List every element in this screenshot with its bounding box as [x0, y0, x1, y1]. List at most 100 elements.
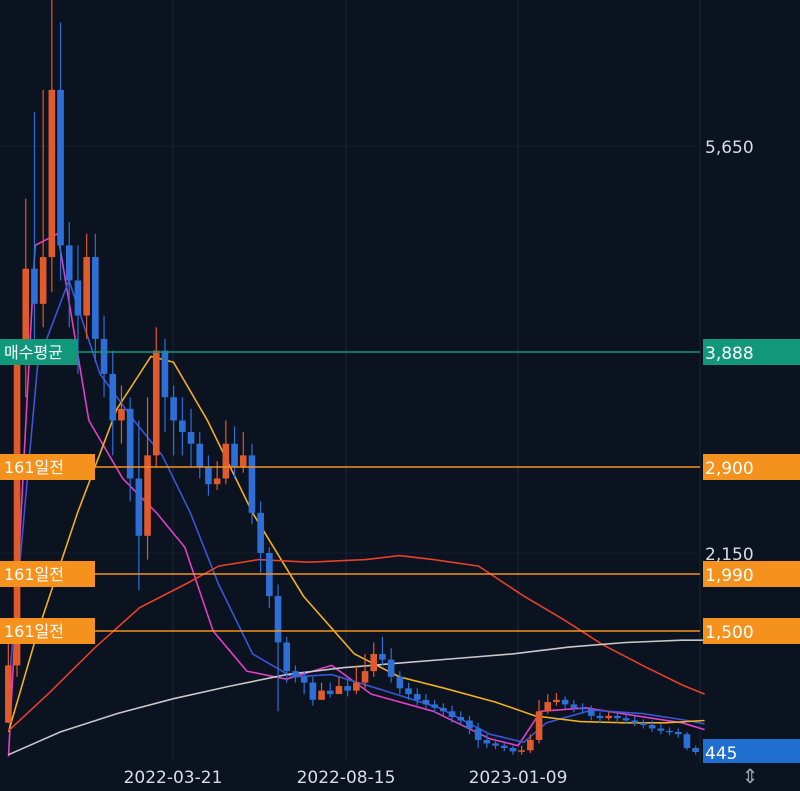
price-value-tag	[703, 339, 800, 365]
candle	[683, 731, 691, 751]
candle	[405, 682, 412, 700]
candle	[170, 385, 177, 456]
candle-body	[561, 699, 569, 705]
candle-body	[118, 408, 125, 421]
price-line-label-tag	[0, 454, 95, 480]
candle	[335, 676, 343, 695]
price-value: 1,500	[705, 623, 754, 643]
candle-body	[344, 686, 351, 691]
price-line-label-tag	[0, 618, 95, 644]
candle-body	[448, 711, 456, 718]
price-value: 1,990	[705, 566, 754, 586]
ma-line-5	[8, 639, 705, 756]
candle	[448, 705, 456, 723]
price-value: 2,900	[705, 459, 754, 479]
candle-body	[440, 707, 447, 712]
candle	[379, 636, 386, 666]
candle	[674, 728, 682, 738]
candle-body	[535, 711, 543, 740]
ma-line-3	[7, 355, 705, 733]
candle-body	[666, 730, 673, 733]
price-lines: 매수평균 3,888 161일전 2,900 161일전 1,990 161일전 1,500 4…	[0, 339, 800, 765]
candle-body	[474, 728, 482, 740]
price-line-label: 161일전	[4, 458, 64, 477]
candle-body	[370, 653, 378, 672]
candle-body	[239, 455, 247, 467]
candle	[222, 420, 230, 485]
candle	[500, 742, 508, 752]
x-tick-label: 2023-01-09	[469, 768, 568, 788]
candle	[257, 501, 264, 573]
candle-body	[466, 720, 473, 729]
candle	[605, 711, 612, 721]
candle-body	[152, 350, 160, 456]
candle	[266, 547, 273, 608]
candle	[48, 0, 56, 293]
candle	[466, 715, 473, 735]
candle	[631, 715, 639, 727]
candle	[492, 738, 499, 750]
ma-line-2	[7, 278, 705, 744]
candle-body	[213, 478, 221, 485]
candle	[65, 221, 73, 328]
price-line-label: 매수평균	[4, 343, 63, 362]
candle	[144, 397, 151, 560]
candle	[161, 338, 169, 433]
candle	[248, 443, 256, 525]
candle-body	[622, 718, 630, 721]
candle-body	[92, 257, 99, 339]
candle-body	[527, 739, 534, 751]
candle	[579, 703, 586, 714]
candle	[596, 712, 604, 723]
candle	[318, 682, 325, 700]
candle-body	[596, 715, 604, 719]
candle	[535, 699, 543, 744]
price-value-tag	[703, 618, 800, 644]
candle-body	[640, 722, 647, 726]
candle-body	[248, 455, 256, 513]
candle	[527, 734, 534, 753]
candle-body	[457, 717, 465, 721]
candle-body	[283, 642, 291, 672]
candle-body	[509, 747, 517, 752]
price-line-label: 161일전	[4, 622, 64, 641]
candle-body	[300, 676, 308, 683]
candle-body	[353, 682, 360, 691]
candle-body	[492, 743, 499, 746]
candle	[152, 327, 160, 467]
candle-body	[179, 420, 186, 433]
candle-body	[657, 728, 665, 731]
candle	[483, 734, 491, 748]
candle-body	[396, 676, 404, 689]
candle-body	[205, 467, 212, 485]
candle-body	[614, 715, 621, 719]
candle-body	[683, 734, 691, 748]
candle-body	[65, 245, 73, 281]
candle	[205, 455, 212, 496]
candle	[344, 679, 351, 697]
price-line-label-tag	[0, 561, 95, 587]
candle-body	[144, 455, 151, 536]
candle	[422, 694, 430, 709]
candle-body	[361, 671, 369, 683]
candle	[640, 719, 647, 729]
ma-line-4	[7, 554, 705, 732]
candle-body	[5, 665, 12, 723]
candle	[83, 233, 90, 339]
candle-body	[674, 731, 682, 735]
candle	[309, 676, 317, 706]
candle	[509, 745, 517, 755]
candle-body	[326, 690, 334, 695]
candle	[614, 712, 621, 723]
scroll-arrows-icon[interactable]: ⇕	[742, 764, 759, 788]
candle-body	[405, 688, 412, 695]
candle-body	[431, 704, 438, 708]
candle-body	[631, 720, 639, 723]
candle	[387, 648, 395, 683]
candle	[622, 714, 630, 724]
candle	[570, 699, 578, 713]
price-line-label-tag	[0, 339, 78, 365]
candle-body	[335, 686, 343, 695]
candle-body	[135, 478, 143, 536]
